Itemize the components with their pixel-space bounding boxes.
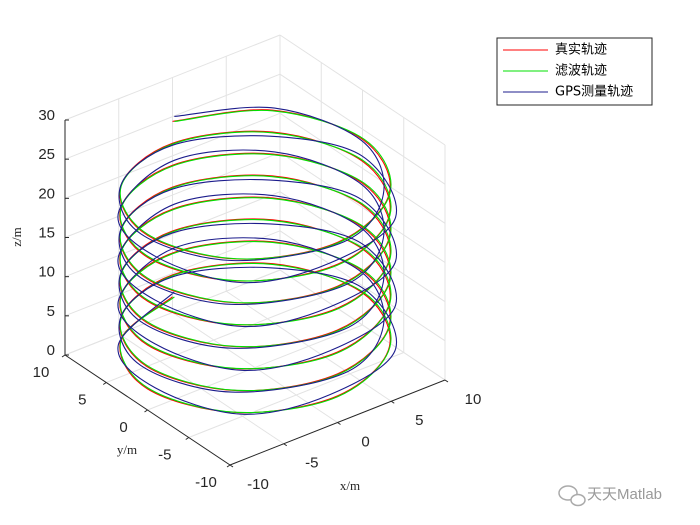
y-tick bbox=[102, 382, 107, 385]
grid-line bbox=[279, 73, 446, 185]
grid-line bbox=[64, 152, 281, 238]
z-tick-label: 20 bbox=[38, 185, 55, 202]
y-tick-label: 5 bbox=[78, 391, 86, 408]
legend-label: 真实轨迹 bbox=[555, 43, 607, 58]
trajectory-line bbox=[119, 109, 392, 414]
grid-line bbox=[106, 297, 322, 383]
x-tick bbox=[229, 464, 234, 468]
x-tick-label: 0 bbox=[361, 433, 369, 450]
legend-label: 滤波轨迹 bbox=[555, 64, 607, 79]
z-tick-label: 0 bbox=[47, 342, 55, 359]
y-tick-label: -5 bbox=[158, 446, 171, 463]
x-tick-label: -5 bbox=[305, 455, 318, 472]
grid-line bbox=[64, 230, 281, 317]
grid-line bbox=[64, 34, 281, 121]
x-tick bbox=[444, 379, 449, 383]
x-tick-label: 10 bbox=[465, 391, 482, 408]
z-axis-label: z/m bbox=[9, 227, 24, 247]
watermark-icon bbox=[570, 493, 586, 507]
grid-line bbox=[279, 191, 446, 303]
y-tick bbox=[185, 437, 190, 440]
grid-line bbox=[147, 324, 363, 411]
watermark-text: 天天Matlab bbox=[587, 486, 662, 503]
watermark: 天天Matlab bbox=[558, 485, 662, 507]
trajectory-line bbox=[117, 106, 398, 415]
z-tick-label: 25 bbox=[38, 146, 55, 163]
y-tick bbox=[226, 464, 231, 468]
grid-line bbox=[64, 112, 281, 199]
grid-line bbox=[279, 34, 446, 146]
grid-line bbox=[64, 73, 281, 160]
grid-line bbox=[279, 112, 446, 224]
grid bbox=[61, 34, 449, 468]
x-tick bbox=[337, 422, 341, 425]
z-tick-label: 15 bbox=[38, 224, 55, 241]
grid-line bbox=[188, 352, 404, 438]
z-tick-label: 30 bbox=[38, 107, 55, 124]
y-axis-label: y/m bbox=[117, 442, 137, 457]
grid-line bbox=[279, 152, 446, 263]
z-tick-label: 10 bbox=[38, 264, 55, 281]
y-tick bbox=[61, 354, 66, 358]
y-tick-label: 10 bbox=[33, 364, 50, 381]
grid-line bbox=[279, 269, 446, 381]
x-tick-label: -10 bbox=[247, 476, 269, 493]
x-axis-label: x/m bbox=[340, 478, 360, 493]
x-tick-label: 5 bbox=[415, 412, 423, 429]
watermark-icon bbox=[558, 485, 578, 501]
x-tick bbox=[390, 400, 395, 404]
legend-label: GPS测量轨迹 bbox=[555, 85, 633, 100]
plot-area bbox=[117, 106, 398, 415]
y-tick-label: 0 bbox=[119, 419, 127, 436]
z-tick-label: 5 bbox=[47, 303, 55, 320]
y-tick bbox=[144, 409, 148, 413]
y-tick-label: -10 bbox=[195, 474, 217, 491]
x-tick bbox=[283, 443, 288, 447]
grid-line bbox=[64, 191, 281, 278]
grid-line bbox=[279, 230, 446, 342]
